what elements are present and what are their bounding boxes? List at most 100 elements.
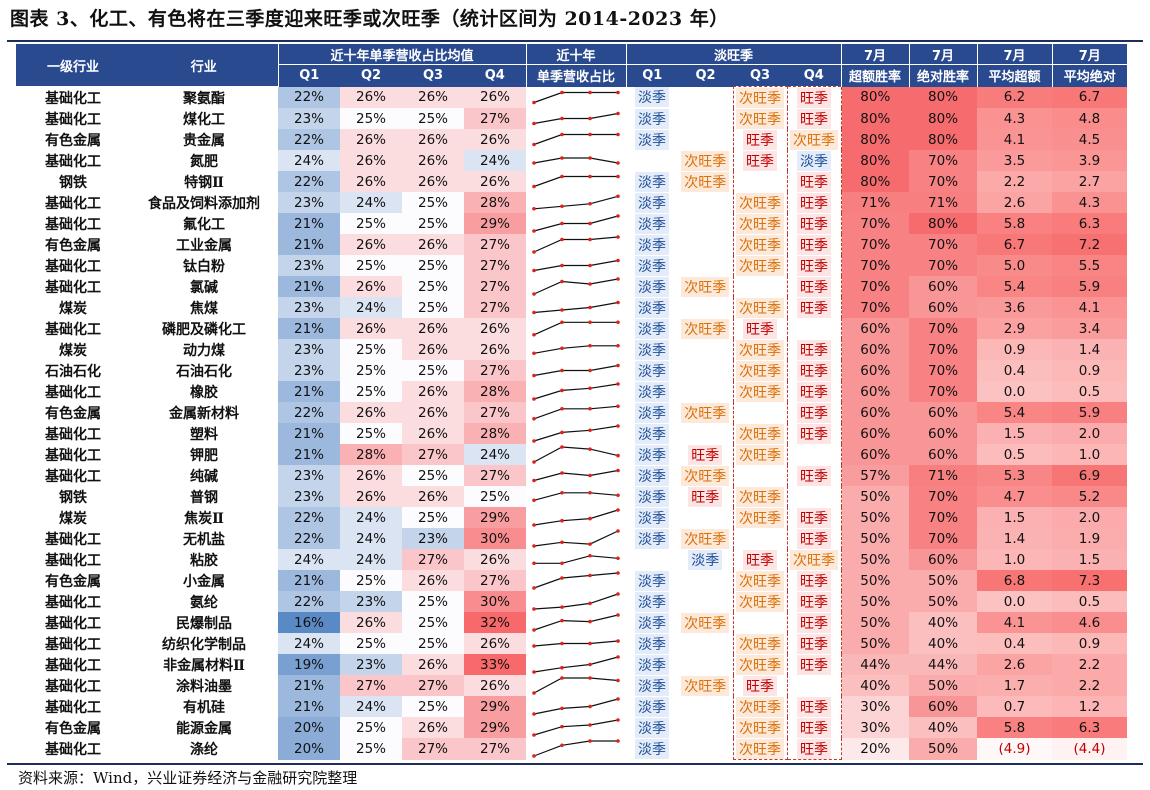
industry-cell: 氯碱 <box>190 279 218 296</box>
avg-abs-cell: 0.9 <box>1052 360 1128 381</box>
season-tag: 旺季 <box>743 318 778 339</box>
header-season-group: 淡旺季 <box>625 44 842 65</box>
season-q3: 次旺季 <box>732 444 788 465</box>
season-tag: 次旺季 <box>681 171 730 192</box>
abs-winrate-cell: 70% <box>909 360 978 381</box>
season-q2: 次旺季 <box>678 402 733 423</box>
season-tag: 次旺季 <box>736 633 785 654</box>
avg-excess-cell: 0.9 <box>977 339 1053 360</box>
abs-winrate-cell: 80% <box>909 129 978 150</box>
sparkline-point-q3 <box>588 116 592 121</box>
abs-winrate-cell: 50% <box>909 591 978 612</box>
sparkline-point-q1 <box>532 397 536 401</box>
season-q2 <box>678 213 733 234</box>
avg-share-q1: 21% <box>278 675 340 696</box>
sparkline-point-q1 <box>532 691 536 695</box>
avg-share-q4: 27% <box>464 297 527 318</box>
season-q3: 旺季 <box>732 129 788 150</box>
sparkline-point-q1 <box>532 292 536 296</box>
industry-cell: 焦炭Ⅱ <box>184 510 224 527</box>
sparkline-point-q2 <box>560 132 564 137</box>
season-q2: 次旺季 <box>678 675 733 696</box>
avg-share-q3: 26% <box>402 570 464 591</box>
avg-share-q2: 24% <box>340 549 402 570</box>
table-row: 基础化工 氟化工 21% 25% 25% 29% 淡季 次旺季 旺季 70% 80% 5.8 6.3 <box>16 213 1128 234</box>
header-avg-q2: Q2 <box>340 64 402 87</box>
industry-cell: 动力煤 <box>183 342 225 359</box>
season-q3: 次旺季 <box>732 507 788 528</box>
season-tag: 淡季 <box>635 465 670 486</box>
season-q3: 次旺季 <box>732 297 788 318</box>
sparkline-line <box>533 425 619 442</box>
season-tag: 次旺季 <box>681 612 730 633</box>
season-tag: 旺季 <box>797 339 832 360</box>
avg-share-q1: 19% <box>278 654 340 675</box>
season-q2 <box>678 633 733 654</box>
season-q2 <box>678 381 733 402</box>
sparkline-point-q4 <box>616 556 620 561</box>
season-q4: 旺季 <box>787 507 842 528</box>
excess-winrate-cell: 60% <box>841 444 910 465</box>
season-tag: 淡季 <box>635 423 670 444</box>
avg-share-q3: 25% <box>402 297 464 318</box>
sparkline-point-q2 <box>560 90 564 95</box>
avg-share-q3: 25% <box>402 591 464 612</box>
avg-share-q2: 23% <box>340 591 402 612</box>
industry-cell: 纺织化学制品 <box>162 636 246 653</box>
sparkline-line <box>533 740 619 757</box>
avg-excess-cell: 0.5 <box>977 444 1053 465</box>
season-q2: 淡季 <box>678 549 733 570</box>
avg-excess-cell: 4.1 <box>977 612 1053 633</box>
sparkline-point-q3 <box>588 201 592 206</box>
sparkline-point-q3 <box>588 601 592 606</box>
avg-abs-cell: 5.9 <box>1052 402 1128 423</box>
abs-winrate-cell: 44% <box>909 654 978 675</box>
avg-abs-cell: 1.4 <box>1052 339 1128 360</box>
season-tag: 旺季 <box>797 696 832 717</box>
season-tag: 旺季 <box>797 108 832 129</box>
season-q2 <box>678 129 733 150</box>
season-q1: 淡季 <box>626 318 678 339</box>
season-tag: 旺季 <box>797 360 832 381</box>
avg-share-q3: 26% <box>402 486 464 507</box>
header-avg-q1: Q1 <box>277 64 340 87</box>
season-tag: 次旺季 <box>790 549 839 570</box>
season-tag: 次旺季 <box>681 318 730 339</box>
avg-share-q3: 26% <box>402 654 464 675</box>
trend-sparkline <box>526 192 626 213</box>
season-tag: 次旺季 <box>736 507 785 528</box>
season-tag: 旺季 <box>688 486 723 507</box>
season-q1: 淡季 <box>626 738 678 760</box>
season-tag: 淡季 <box>635 171 670 192</box>
header-avg-q4: Q4 <box>464 64 527 87</box>
season-tag: 次旺季 <box>736 255 785 276</box>
avg-share-q1: 21% <box>278 423 340 444</box>
avg-share-q1: 20% <box>278 738 340 760</box>
excess-winrate-cell: 30% <box>841 717 910 738</box>
abs-winrate-cell: 71% <box>909 465 978 486</box>
sparkline-point-q4 <box>616 697 620 701</box>
sparkline-point-q4 <box>616 90 620 95</box>
table-row: 基础化工 钾肥 21% 28% 27% 24% 淡季 旺季 次旺季 60% 60% 0.5 1.0 <box>16 444 1128 465</box>
season-q2: 次旺季 <box>678 150 733 171</box>
avg-share-q4: 29% <box>464 507 527 528</box>
excess-winrate-cell: 80% <box>841 86 910 108</box>
season-q2: 次旺季 <box>678 318 733 339</box>
trend-sparkline <box>526 570 626 591</box>
industry-cell: 有机硅 <box>183 699 225 716</box>
sparkline-point-q4 <box>616 571 620 575</box>
season-q4: 旺季 <box>787 591 842 612</box>
season-tag: 次旺季 <box>736 654 785 675</box>
sparkline-point-q2 <box>560 279 564 284</box>
avg-share-q2: 26% <box>340 318 402 339</box>
sparkline-point-q4 <box>616 639 620 643</box>
season-q1: 淡季 <box>626 570 678 591</box>
season-tag: 旺季 <box>797 234 832 255</box>
excess-winrate-cell: 60% <box>841 360 910 381</box>
header-excess-winrate: 超额胜率 <box>840 64 910 87</box>
avg-share-q4: 27% <box>464 738 527 760</box>
sparkline-point-q2 <box>560 618 564 623</box>
season-q2: 旺季 <box>678 444 733 465</box>
avg-share-q3: 25% <box>402 612 464 633</box>
sparkline-point-q4 <box>616 214 620 218</box>
